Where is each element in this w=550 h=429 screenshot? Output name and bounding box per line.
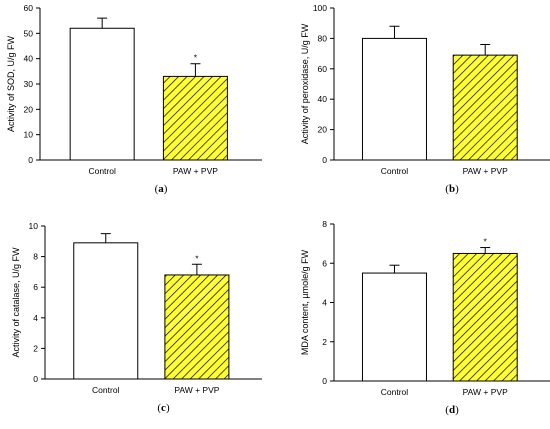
bar-paw-pvp bbox=[162, 75, 228, 161]
y-tick-label: 8 bbox=[322, 219, 327, 229]
y-axis-label: Activity of catalase, U/g FW bbox=[11, 247, 21, 358]
y-axis-label: Activity of peroxidase, U/g FW bbox=[300, 23, 310, 144]
x-tick-label: PAW + PVP bbox=[463, 166, 508, 176]
y-tick-label: 4 bbox=[322, 298, 327, 308]
y-tick-label: 2 bbox=[322, 337, 327, 347]
x-tick-label: Control bbox=[381, 387, 409, 397]
y-tick-label: 60 bbox=[24, 3, 34, 13]
y-tick-label: 2 bbox=[33, 343, 38, 353]
panel-label: (d) bbox=[445, 404, 459, 416]
y-tick-label: 40 bbox=[318, 94, 328, 104]
y-axis-label: MDA content, µmole/g FW bbox=[300, 249, 310, 355]
y-tick-label: 20 bbox=[24, 104, 34, 114]
x-tick-label: Control bbox=[88, 166, 116, 176]
bar-paw-pvp bbox=[452, 54, 518, 161]
bar-control bbox=[361, 272, 427, 382]
x-tick-label: Control bbox=[381, 166, 409, 176]
chart-panel-3: 0 2 4 6 8 10 Activity of catalase, U/g FW Contr… bbox=[11, 221, 262, 414]
significance-marker: * bbox=[194, 53, 198, 63]
y-tick-label: 0 bbox=[33, 374, 38, 384]
chart-panel-1: 0 10 20 30 40 50 60 Activity of SOD, U/g FW Cont… bbox=[6, 3, 262, 195]
y-tick-label: 10 bbox=[24, 130, 34, 140]
panel-label: (a) bbox=[155, 183, 168, 195]
y-tick-label: 8 bbox=[33, 252, 38, 262]
y-tick-label: 80 bbox=[318, 33, 328, 43]
bar-control bbox=[69, 27, 135, 161]
significance-marker: * bbox=[484, 237, 488, 247]
bar-control bbox=[361, 37, 427, 161]
y-tick-label: 30 bbox=[24, 79, 34, 89]
panel-label: (b) bbox=[445, 183, 459, 195]
x-tick-label: PAW + PVP bbox=[173, 166, 218, 176]
x-tick-label: Control bbox=[92, 385, 120, 395]
y-tick-label: 40 bbox=[24, 54, 34, 64]
bar-control bbox=[73, 242, 139, 380]
y-tick-label: 0 bbox=[322, 376, 327, 386]
y-tick-label: 0 bbox=[28, 155, 33, 165]
significance-marker: * bbox=[195, 253, 199, 263]
y-tick-label: 20 bbox=[318, 125, 328, 135]
panel-label: (c) bbox=[157, 402, 170, 414]
bar-paw-pvp bbox=[164, 274, 230, 380]
y-tick-label: 4 bbox=[33, 313, 38, 323]
x-tick-label: PAW + PVP bbox=[174, 385, 219, 395]
bar-paw-pvp bbox=[452, 252, 518, 382]
y-tick-label: 6 bbox=[33, 282, 38, 292]
y-tick-label: 10 bbox=[29, 221, 39, 231]
y-tick-label: 6 bbox=[322, 258, 327, 268]
chart-panel-4: 0 2 4 6 8 MDA content, µmole/g FW Control * PAW … bbox=[300, 219, 550, 416]
y-tick-label: 50 bbox=[24, 28, 34, 38]
y-tick-label: 100 bbox=[313, 3, 327, 13]
x-tick-label: PAW + PVP bbox=[463, 387, 508, 397]
y-tick-label: 0 bbox=[322, 155, 327, 165]
y-tick-label: 60 bbox=[318, 64, 328, 74]
y-axis-label: Activity of SOD, U/g FW bbox=[6, 35, 16, 132]
